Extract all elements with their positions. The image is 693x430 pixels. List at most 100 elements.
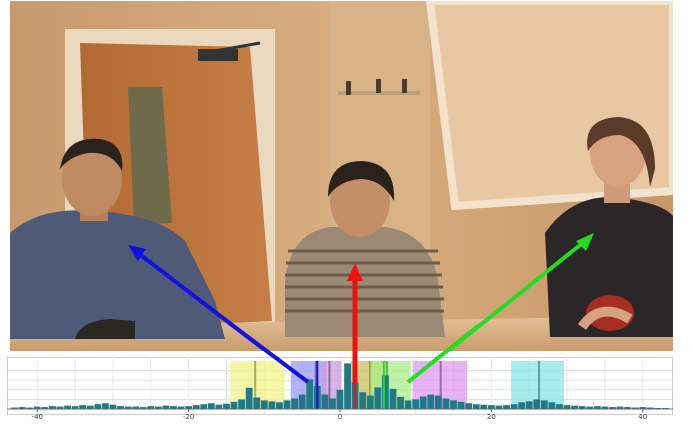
histogram-bar <box>109 404 117 409</box>
histogram-bar <box>260 400 268 409</box>
histogram-bar <box>457 401 465 409</box>
histogram-bar <box>117 406 124 409</box>
histogram-bar <box>450 400 457 409</box>
histogram-bar <box>276 402 283 409</box>
histogram-bar <box>56 406 64 409</box>
histogram-bar <box>18 407 26 409</box>
door-closer <box>198 49 238 61</box>
histogram-bar <box>525 401 533 409</box>
histogram-bar <box>185 406 193 409</box>
direction-histogram <box>7 357 673 415</box>
histogram-bar <box>639 407 647 409</box>
person-center-woman <box>285 161 445 337</box>
histogram-bar <box>578 406 586 409</box>
histogram-bar <box>329 398 336 409</box>
histogram-bar <box>359 392 367 409</box>
histogram-bar <box>344 363 351 409</box>
histogram-bar <box>540 400 548 409</box>
histogram-bar <box>162 405 170 409</box>
histogram-bar <box>571 405 579 409</box>
histogram-bar <box>412 399 420 409</box>
histogram-bar <box>624 407 631 409</box>
histogram-bar <box>283 400 291 409</box>
x-tick-label: -20 <box>182 413 195 421</box>
histogram-bar <box>374 387 382 409</box>
histogram-bar <box>49 406 56 409</box>
x-tick-label: 40 <box>638 413 648 421</box>
histogram-bar <box>434 395 442 409</box>
histogram-bar <box>465 403 473 409</box>
histogram-bar <box>503 405 510 409</box>
histogram-bar <box>601 406 609 409</box>
histogram-bar <box>397 397 404 409</box>
histogram-bar <box>238 399 246 409</box>
histogram-bar <box>336 389 344 409</box>
histogram-bar <box>26 407 34 409</box>
arrow-blue <box>128 245 270 351</box>
histogram-bar <box>298 394 306 409</box>
histogram-bar <box>207 403 215 409</box>
histogram-bar <box>215 404 223 409</box>
histogram-bar <box>366 395 374 409</box>
histogram-bar <box>593 406 601 409</box>
x-axis: -40 -20 0 20 40 <box>7 413 673 428</box>
histogram-bar <box>124 406 132 409</box>
meeting-photo <box>10 1 673 351</box>
histogram-bar <box>631 407 639 409</box>
histogram-bar <box>609 407 616 409</box>
coat-hook <box>376 79 381 93</box>
histogram-bar <box>442 398 450 409</box>
histogram-bar <box>132 406 140 409</box>
histogram-bar <box>533 399 541 409</box>
coat-hook <box>346 81 351 95</box>
histogram-bar <box>147 406 155 409</box>
histogram-bar <box>495 405 503 409</box>
histogram-bar <box>480 404 488 409</box>
histogram-bar <box>586 406 594 409</box>
histogram-bar <box>382 375 389 409</box>
histogram-bar <box>230 401 238 409</box>
histogram-bar <box>71 406 79 409</box>
histogram-bar <box>389 388 397 409</box>
histogram-bar <box>646 407 654 409</box>
histogram-bar <box>268 401 276 409</box>
histogram-bar <box>321 394 329 409</box>
histogram-bar <box>472 404 480 409</box>
histogram-bar <box>419 396 427 409</box>
histogram-bar <box>11 407 18 409</box>
arrow-green <box>444 233 594 351</box>
histogram-bar <box>556 404 563 409</box>
x-tick-label: 0 <box>337 413 343 421</box>
histogram-bar <box>192 405 200 409</box>
person-right-woman <box>545 117 673 337</box>
histogram-bar <box>223 403 230 409</box>
histogram-bar <box>616 406 624 409</box>
histogram-bar <box>86 405 94 409</box>
door-window <box>128 87 172 225</box>
histogram-bar <box>548 402 556 409</box>
person-left-man <box>10 138 225 339</box>
histogram-bar <box>510 404 518 409</box>
histogram-bar <box>306 379 314 409</box>
histogram-bar <box>563 405 571 409</box>
histogram-bar <box>33 406 41 409</box>
histogram-bar <box>79 405 87 409</box>
histogram-bar <box>404 400 412 409</box>
coat-hook <box>402 79 407 93</box>
x-tick-label: -40 <box>31 413 43 421</box>
histogram-bar <box>101 403 109 409</box>
door-closer-arm <box>214 41 261 53</box>
histogram-bar <box>139 407 147 409</box>
histogram-bar <box>487 405 495 409</box>
histogram-bar <box>94 404 102 409</box>
histogram-bar <box>200 404 208 409</box>
histogram-bar <box>154 406 162 409</box>
histogram-bar <box>253 397 261 409</box>
histogram-bar <box>41 407 49 409</box>
histogram-bar <box>177 406 185 409</box>
histogram-bar <box>291 398 298 409</box>
histogram-bar <box>427 394 435 409</box>
histogram-bar <box>245 387 253 409</box>
histogram-bar <box>518 402 526 409</box>
x-tick-label: 20 <box>486 413 496 421</box>
